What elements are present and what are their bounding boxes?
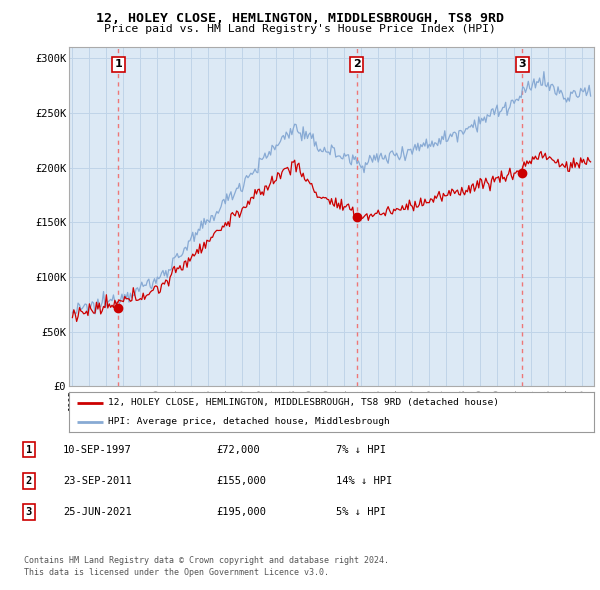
- Text: Contains HM Land Registry data © Crown copyright and database right 2024.: Contains HM Land Registry data © Crown c…: [24, 556, 389, 565]
- Text: 1: 1: [115, 59, 122, 69]
- Text: £155,000: £155,000: [216, 476, 266, 486]
- Text: HPI: Average price, detached house, Middlesbrough: HPI: Average price, detached house, Midd…: [109, 417, 390, 427]
- Text: This data is licensed under the Open Government Licence v3.0.: This data is licensed under the Open Gov…: [24, 568, 329, 576]
- Text: 3: 3: [518, 59, 526, 69]
- Text: 7% ↓ HPI: 7% ↓ HPI: [336, 445, 386, 454]
- Text: 25-JUN-2021: 25-JUN-2021: [63, 507, 132, 517]
- Text: Price paid vs. HM Land Registry's House Price Index (HPI): Price paid vs. HM Land Registry's House …: [104, 24, 496, 34]
- Text: 5% ↓ HPI: 5% ↓ HPI: [336, 507, 386, 517]
- Text: 2: 2: [26, 476, 32, 486]
- Text: £195,000: £195,000: [216, 507, 266, 517]
- Text: 10-SEP-1997: 10-SEP-1997: [63, 445, 132, 454]
- Text: £72,000: £72,000: [216, 445, 260, 454]
- Text: 12, HOLEY CLOSE, HEMLINGTON, MIDDLESBROUGH, TS8 9RD: 12, HOLEY CLOSE, HEMLINGTON, MIDDLESBROU…: [96, 12, 504, 25]
- Text: 1: 1: [26, 445, 32, 454]
- Text: 2: 2: [353, 59, 361, 69]
- Text: 12, HOLEY CLOSE, HEMLINGTON, MIDDLESBROUGH, TS8 9RD (detached house): 12, HOLEY CLOSE, HEMLINGTON, MIDDLESBROU…: [109, 398, 499, 407]
- Text: 23-SEP-2011: 23-SEP-2011: [63, 476, 132, 486]
- Text: 14% ↓ HPI: 14% ↓ HPI: [336, 476, 392, 486]
- Text: 3: 3: [26, 507, 32, 517]
